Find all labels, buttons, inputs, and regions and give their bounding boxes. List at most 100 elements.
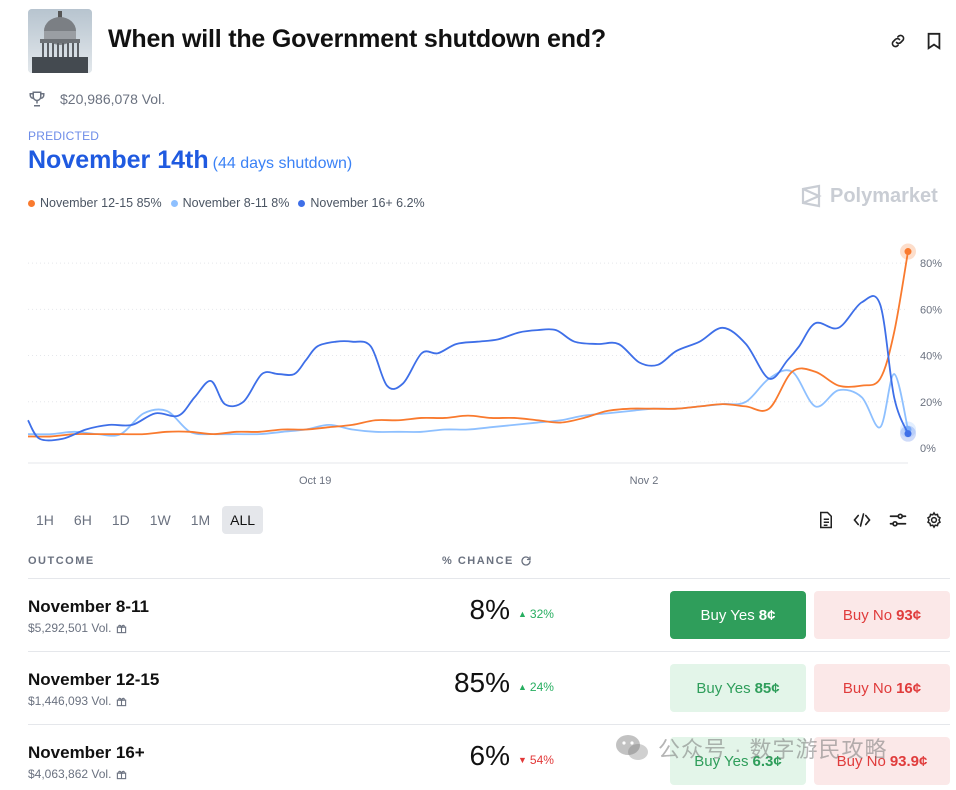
legend-item: November 12-15 85% xyxy=(28,196,162,210)
sliders-icon[interactable] xyxy=(886,508,910,532)
legend-label: November 16+ 6.2% xyxy=(310,196,425,210)
buy-yes-button[interactable]: Buy Yes 6.3¢ xyxy=(670,737,806,785)
predicted-date: November 14th xyxy=(28,146,209,174)
legend-label: November 12-15 85% xyxy=(40,196,162,210)
outcome-volume-text: $4,063,862 Vol. xyxy=(28,767,112,781)
arrow-up-icon: ▲ xyxy=(518,609,527,619)
total-volume: $20,986,078 Vol. xyxy=(60,91,166,107)
y-tick-label: 60% xyxy=(920,304,942,316)
embed-code-icon[interactable] xyxy=(850,508,874,532)
x-tick-label: Nov 2 xyxy=(630,475,659,487)
outcome-name: November 8-11 xyxy=(28,597,149,616)
range-tab-1w[interactable]: 1W xyxy=(149,512,171,528)
y-tick-label: 0% xyxy=(920,443,936,455)
x-tick-label: Oct 19 xyxy=(299,475,331,487)
buy-yes-label: Buy Yes xyxy=(694,752,749,770)
series-end-point xyxy=(904,248,912,256)
range-tab-6h[interactable]: 6H xyxy=(73,512,92,528)
link-icon[interactable] xyxy=(886,29,910,53)
buy-no-button[interactable]: Buy No 93.9¢ xyxy=(814,737,950,785)
chance-column-label: % CHANCE xyxy=(442,555,514,567)
range-tab-1d[interactable]: 1D xyxy=(111,512,130,528)
outcome-volume: $1,446,093 Vol. xyxy=(28,694,127,708)
series-line xyxy=(27,369,909,437)
outcome-volume-text: $5,292,501 Vol. xyxy=(28,621,112,635)
legend-dot xyxy=(170,199,178,207)
predicted-label: PREDICTED xyxy=(28,129,100,143)
chart-tools xyxy=(814,508,946,532)
series-line xyxy=(27,251,909,438)
buy-yes-label: Buy Yes xyxy=(696,679,751,697)
brand-name: Polymarket xyxy=(830,184,938,207)
bookmark-icon[interactable] xyxy=(922,29,946,53)
buy-no-price: 93.9¢ xyxy=(889,752,928,770)
chance-change-value: 24% xyxy=(529,680,554,694)
chart-legend: November 12-15 85% November 8-11 8% Novemb… xyxy=(28,196,425,210)
buy-no-price: 93¢ xyxy=(896,606,922,624)
outcome-name: November 16+ xyxy=(28,743,145,762)
outcome-volume: $4,063,862 Vol. xyxy=(28,767,127,781)
buy-yes-price: 85¢ xyxy=(754,679,780,697)
polymarket-logo-icon xyxy=(801,184,822,208)
range-tab-all[interactable]: ALL xyxy=(222,506,264,534)
range-tab-1m[interactable]: 1M xyxy=(190,512,211,528)
outcomes-table-header: OUTCOME % CHANCE xyxy=(28,553,950,579)
outcome-column-header: OUTCOME xyxy=(28,555,95,567)
buy-no-label: Buy No xyxy=(842,606,893,624)
y-tick-label: 20% xyxy=(920,397,942,409)
legend-item: November 16+ 6.2% xyxy=(298,196,425,210)
market-header: When will the Government shutdown end? xyxy=(28,9,948,73)
outcome-name: November 12-15 xyxy=(28,670,160,689)
buy-no-label: Buy No xyxy=(842,679,893,697)
buy-no-label: Buy No xyxy=(836,752,886,770)
buy-yes-price: 8¢ xyxy=(758,606,776,624)
market-title: When will the Government shutdown end? xyxy=(108,25,606,53)
settings-gear-icon[interactable] xyxy=(922,508,946,532)
outcome-row[interactable]: November 16+ $4,063,862 Vol. 6% ▼ 54% Bu… xyxy=(28,725,950,790)
market-volume: $20,986,078 Vol. xyxy=(28,88,165,110)
arrow-up-icon: ▲ xyxy=(518,682,527,692)
arrow-down-icon: ▼ xyxy=(518,755,527,765)
outcome-row[interactable]: November 12-15 $1,446,093 Vol. 85% ▲ 24%… xyxy=(28,652,950,725)
gift-icon[interactable] xyxy=(116,623,127,634)
y-tick-label: 80% xyxy=(920,258,942,270)
legend-dot xyxy=(28,199,35,207)
polymarket-logo: Polymarket xyxy=(800,184,938,208)
chance-change: ▲ 24% xyxy=(518,680,554,694)
legend-label: November 8-11 8% xyxy=(182,196,290,210)
outcome-chance: 8% xyxy=(469,594,510,625)
outcome-volume: $5,292,501 Vol. xyxy=(28,621,127,635)
outcome-volume-text: $1,446,093 Vol. xyxy=(28,694,112,708)
buy-yes-button[interactable]: Buy Yes 85¢ xyxy=(670,664,806,712)
buy-yes-button[interactable]: Buy Yes 8¢ xyxy=(670,591,806,639)
chance-change-value: 32% xyxy=(529,607,554,621)
refresh-icon[interactable] xyxy=(520,555,532,567)
price-history-chart: 0% 20% 40% 60% 80% Oct 19 Nov 2 xyxy=(27,243,942,487)
legend-dot xyxy=(298,199,306,207)
buy-no-button[interactable]: Buy No 16¢ xyxy=(814,664,950,712)
range-tab-1h[interactable]: 1H xyxy=(36,512,54,528)
outcome-row[interactable]: November 8-11 $5,292,501 Vol. 8% ▲ 32% B… xyxy=(28,579,950,652)
gift-icon[interactable] xyxy=(116,696,127,707)
document-icon[interactable] xyxy=(814,508,838,532)
buy-no-button[interactable]: Buy No 93¢ xyxy=(814,591,950,639)
capitol-building-image xyxy=(28,9,92,73)
buy-yes-price: 6.3¢ xyxy=(752,752,782,770)
chance-column-header: % CHANCE xyxy=(442,555,532,567)
series-line xyxy=(27,295,909,442)
outcome-chance: 6% xyxy=(469,740,510,771)
chance-change: ▼ 54% xyxy=(518,753,554,767)
time-range-tabs: 1H 6H 1D 1W 1M ALL xyxy=(28,506,264,534)
gift-icon[interactable] xyxy=(116,769,127,780)
outcome-chance: 85% xyxy=(453,667,510,698)
buy-no-price: 16¢ xyxy=(896,679,922,697)
chance-change: ▲ 32% xyxy=(518,607,554,621)
trophy-icon xyxy=(29,91,45,107)
chance-change-value: 54% xyxy=(529,753,554,767)
buy-yes-label: Buy Yes xyxy=(700,606,755,624)
predicted-duration: (44 days shutdown) xyxy=(212,155,353,172)
legend-item: November 8-11 8% xyxy=(170,196,290,210)
y-tick-label: 40% xyxy=(920,351,942,363)
predicted-outcome: November 14th (44 days shutdown) xyxy=(28,146,352,175)
series-end-point xyxy=(904,430,912,438)
